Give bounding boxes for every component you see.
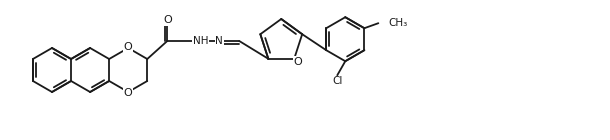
- Text: O: O: [294, 57, 303, 67]
- Text: O: O: [124, 88, 132, 98]
- Text: CH₃: CH₃: [389, 18, 407, 28]
- Text: Cl: Cl: [332, 76, 342, 86]
- Text: O: O: [163, 15, 171, 25]
- Text: NH: NH: [193, 36, 208, 46]
- Text: N: N: [215, 36, 223, 46]
- Text: O: O: [124, 42, 132, 52]
